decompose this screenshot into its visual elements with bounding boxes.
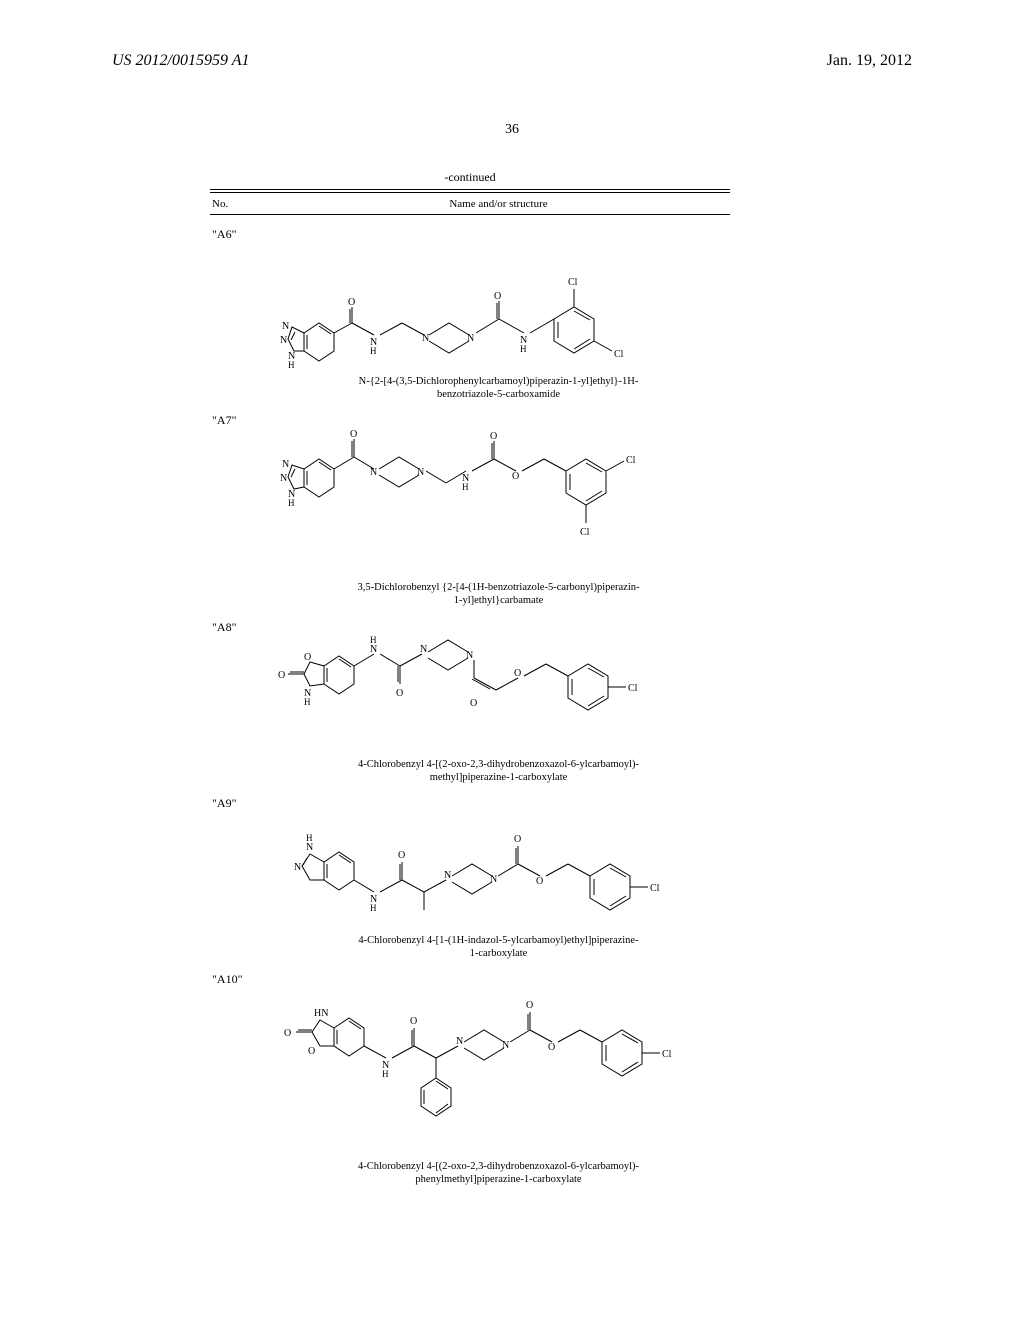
svg-text:Cl: Cl — [614, 349, 624, 360]
svg-text:Cl: Cl — [650, 883, 660, 894]
compound-number: "A7" — [210, 409, 267, 428]
compound-body: HN O O N H O — [267, 968, 730, 1186]
svg-text:O: O — [350, 429, 357, 440]
table-row: "A8" O N H O N H — [210, 616, 730, 784]
svg-text:HN: HN — [314, 1008, 328, 1019]
svg-text:N: N — [280, 335, 287, 346]
svg-text:H: H — [288, 360, 295, 370]
svg-text:H: H — [382, 1069, 389, 1079]
svg-text:Cl: Cl — [662, 1049, 672, 1060]
svg-text:Cl: Cl — [580, 527, 590, 538]
structure-diagram: O N H O N H O N — [274, 616, 724, 756]
svg-text:H: H — [306, 833, 313, 843]
svg-text:O: O — [284, 1028, 291, 1039]
svg-text:N: N — [490, 874, 497, 885]
compound-body: N N N H O N N N — [267, 409, 730, 607]
column-headers: No. Name and/or structure — [210, 196, 730, 214]
compound-name: 4-Chlorobenzyl 4-[(2-oxo-2,3-dihydrobenz… — [267, 758, 730, 784]
svg-text:H: H — [370, 346, 377, 356]
table-row: "A7" N N N H O — [210, 409, 730, 607]
table-row: "A6" N N N H O — [210, 223, 730, 401]
compounds-table: -continued No. Name and/or structure "A6… — [210, 170, 730, 1186]
svg-text:O: O — [348, 297, 355, 308]
compound-name-line2: phenylmethyl]piperazine-1-carboxylate — [415, 1174, 581, 1185]
compound-name-line2: benzotriazole-5-carboxamide — [437, 389, 560, 400]
svg-text:N: N — [282, 321, 289, 332]
publication-number: US 2012/0015959 A1 — [112, 52, 249, 70]
compound-name-line2: 1-yl]ethyl}carbamate — [454, 595, 544, 606]
svg-text:O: O — [526, 1000, 533, 1011]
svg-text:O: O — [278, 670, 285, 681]
compound-number: "A10" — [210, 968, 267, 987]
svg-text:N: N — [466, 650, 473, 661]
svg-text:O: O — [410, 1016, 417, 1027]
svg-text:N: N — [420, 644, 427, 655]
svg-text:O: O — [548, 1042, 555, 1053]
compound-number: "A6" — [210, 223, 267, 242]
compound-name-line1: 4-Chlorobenzyl 4-[(2-oxo-2,3-dihydrobenz… — [358, 1161, 639, 1172]
svg-text:O: O — [470, 698, 477, 709]
column-header-name: Name and/or structure — [267, 198, 730, 210]
svg-text:N: N — [456, 1036, 463, 1047]
svg-text:N: N — [417, 467, 424, 478]
structure-diagram: N H N N H O N — [274, 792, 724, 932]
compound-number: "A9" — [210, 792, 267, 811]
svg-text:N: N — [280, 473, 287, 484]
svg-text:H: H — [288, 498, 295, 508]
compound-body: O N H O N H O N — [267, 616, 730, 784]
svg-text:Cl: Cl — [626, 455, 636, 466]
svg-text:N: N — [370, 467, 377, 478]
compound-body: N N N H O N H N — [267, 223, 730, 401]
compound-name: 4-Chlorobenzyl 4-[1-(1H-indazol-5-ylcarb… — [267, 934, 730, 960]
svg-text:H: H — [520, 344, 527, 354]
svg-text:O: O — [304, 652, 311, 663]
svg-text:N: N — [306, 842, 313, 853]
page-number: 36 — [0, 122, 1024, 138]
svg-text:H: H — [304, 697, 311, 707]
svg-text:H: H — [370, 903, 377, 913]
table-rule-top — [210, 189, 730, 193]
svg-text:O: O — [514, 834, 521, 845]
compound-name-line1: 4-Chlorobenzyl 4-[1-(1H-indazol-5-ylcarb… — [358, 935, 638, 946]
table-rule-header-bottom — [210, 214, 730, 215]
column-header-no: No. — [210, 198, 267, 210]
svg-text:O: O — [512, 471, 519, 482]
svg-text:O: O — [396, 688, 403, 699]
compound-name-line2: methyl]piperazine-1-carboxylate — [430, 772, 568, 783]
svg-text:O: O — [514, 668, 521, 679]
svg-text:O: O — [398, 850, 405, 861]
compound-name-line1: N-{2-[4-(3,5-Dichlorophenylcarbamoyl)pip… — [359, 376, 639, 387]
svg-text:N: N — [444, 870, 451, 881]
publication-date: Jan. 19, 2012 — [827, 52, 912, 70]
svg-text:O: O — [494, 291, 501, 302]
compound-name-line2: 1-carboxylate — [470, 948, 528, 959]
compound-name: 3,5-Dichlorobenzyl {2-[4-(1H-benzotriazo… — [267, 581, 730, 607]
continued-label: -continued — [210, 170, 730, 185]
compound-name: N-{2-[4-(3,5-Dichlorophenylcarbamoyl)pip… — [267, 375, 730, 401]
svg-text:N: N — [282, 459, 289, 470]
svg-text:H: H — [370, 635, 377, 645]
svg-text:O: O — [536, 876, 543, 887]
svg-text:O: O — [308, 1046, 315, 1057]
svg-text:Cl: Cl — [628, 683, 638, 694]
structure-diagram: HN O O N H O — [274, 968, 724, 1158]
svg-text:O: O — [490, 431, 497, 442]
svg-text:N: N — [294, 862, 301, 873]
compound-name: 4-Chlorobenzyl 4-[(2-oxo-2,3-dihydrobenz… — [267, 1160, 730, 1186]
table-row: "A9" N H N N H — [210, 792, 730, 960]
svg-text:N: N — [467, 333, 474, 344]
compound-number: "A8" — [210, 616, 267, 635]
compound-body: N H N N H O N — [267, 792, 730, 960]
svg-text:N: N — [502, 1040, 509, 1051]
svg-text:H: H — [462, 482, 469, 492]
svg-text:Cl: Cl — [568, 277, 578, 288]
compound-name-line1: 4-Chlorobenzyl 4-[(2-oxo-2,3-dihydrobenz… — [358, 759, 639, 770]
table-row: "A10" HN O O N H — [210, 968, 730, 1186]
svg-text:N: N — [370, 644, 377, 655]
structure-diagram: N N N H O N H N — [274, 223, 724, 373]
compound-name-line1: 3,5-Dichlorobenzyl {2-[4-(1H-benzotriazo… — [358, 582, 640, 593]
svg-text:N: N — [422, 333, 429, 344]
structure-diagram: N N N H O N N N — [274, 409, 724, 579]
